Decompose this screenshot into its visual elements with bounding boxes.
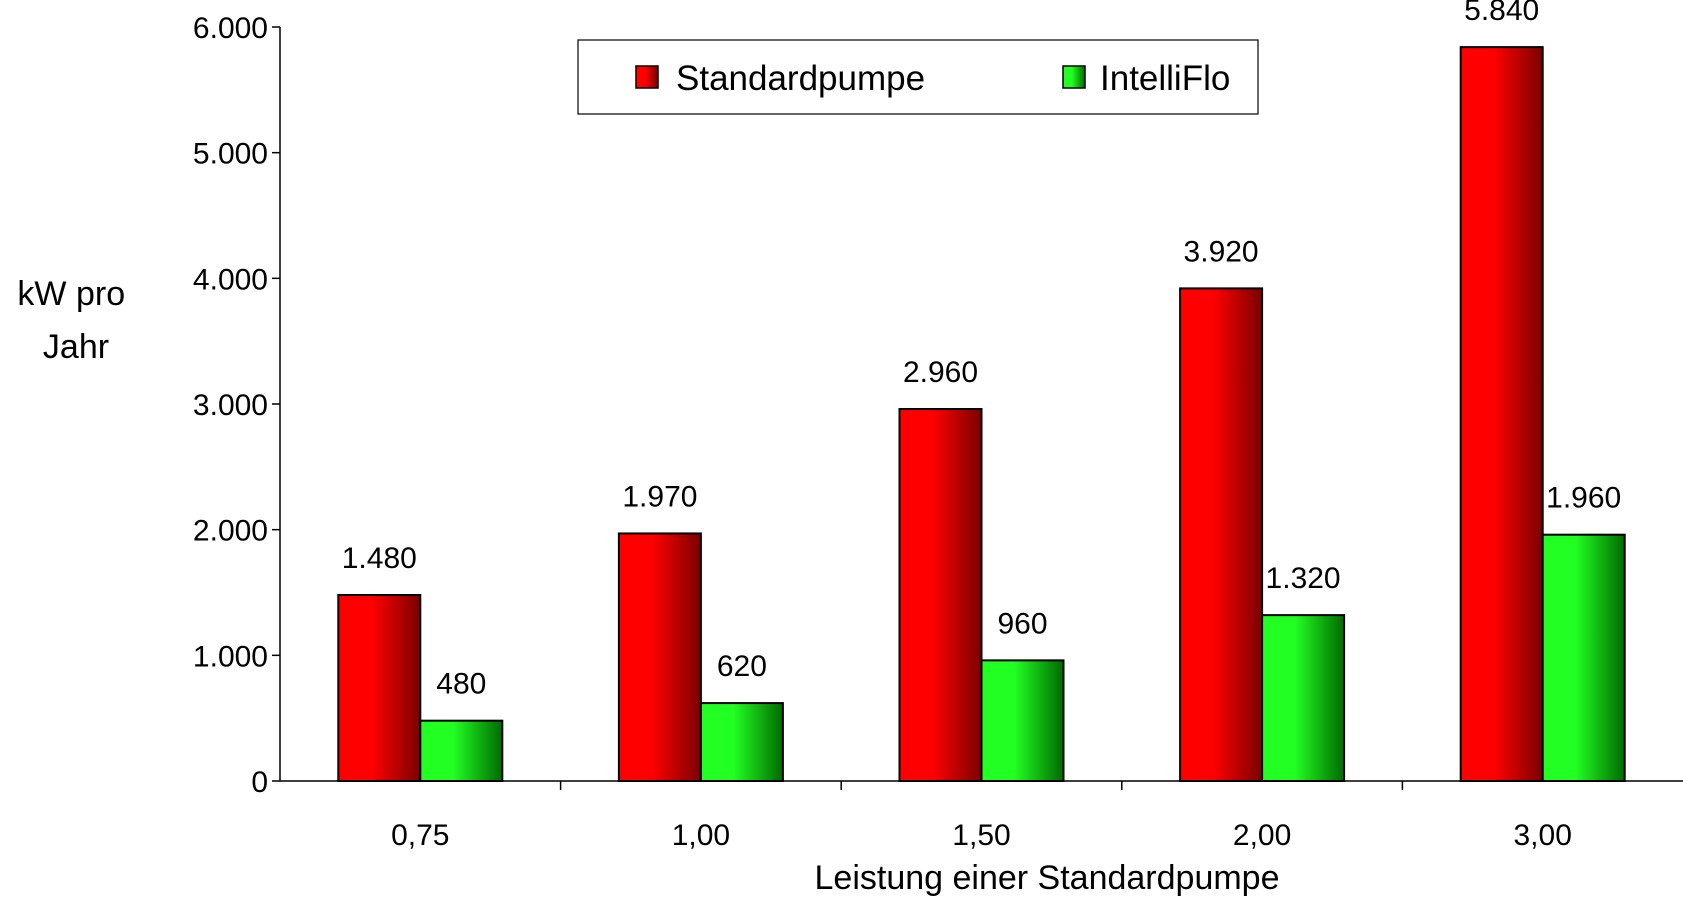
legend-box [577,39,1259,115]
legend: Standardpumpe IntelliFlo [577,39,1259,115]
x-axis-title: Leistung einer Standardpumpe [815,859,1280,897]
y-tick-label: 0 [251,766,268,799]
bars-layer [337,46,1626,783]
x-tick-label: 1,50 [952,819,1010,852]
y-tick-label: 4.000 [193,263,268,296]
bar-standardpumpe-1 [617,532,702,782]
y-tick-label: 3.000 [193,389,268,422]
x-tick-label: 3,00 [1514,819,1572,852]
data-label-standardpumpe-0: 1.480 [342,542,417,575]
y-axis-title: kW pro Jahr [17,275,134,366]
data-label-intelliflo-0: 480 [436,668,486,701]
data-label-standardpumpe-1: 1.970 [622,480,697,513]
bar-standardpumpe-4 [1459,46,1544,782]
y-axis-title-line-2: Jahr [43,328,109,366]
data-labels-layer: 1.480 1.970 2.960 3.920 5.840 480 620 960 1.320 1… [342,0,1621,701]
x-tick-label: 1,00 [672,819,730,852]
data-label-intelliflo-2: 960 [997,607,1047,640]
data-label-standardpumpe-4: 5.840 [1464,0,1539,27]
bar-standardpumpe-2 [898,408,983,782]
y-axis-title-line-1: kW pro [17,275,125,313]
legend-label-standardpumpe: Standardpumpe [676,59,925,98]
legend-swatch-intelliflo [1062,65,1086,89]
y-ticks: 0 1.000 2.000 3.000 4.000 5.000 6.000 [193,12,280,799]
legend-swatch-standardpumpe [635,65,659,89]
bar-standardpumpe-3 [1179,287,1264,782]
bar-intelliflo-3 [1261,614,1346,782]
data-label-standardpumpe-3: 3.920 [1184,235,1259,268]
y-tick-label: 1.000 [193,640,268,673]
data-label-intelliflo-3: 1.320 [1266,562,1341,595]
x-tick-label: 2,00 [1233,819,1291,852]
x-ticks: 0,75 1,00 1,50 2,00 3,00 [391,781,1572,852]
data-label-intelliflo-1: 620 [717,650,767,683]
data-label-standardpumpe-2: 2.960 [903,356,978,389]
bar-intelliflo-2 [980,659,1065,782]
bar-intelliflo-0 [419,719,504,782]
bar-intelliflo-1 [699,702,784,782]
y-tick-label: 6.000 [193,12,268,45]
y-tick-label: 2.000 [193,515,268,548]
legend-label-intelliflo: IntelliFlo [1100,59,1230,98]
x-tick-label: 0,75 [391,819,449,852]
y-tick-label: 5.000 [193,138,268,171]
data-label-intelliflo-4: 1.960 [1546,482,1621,515]
bar-standardpumpe-0 [337,594,422,782]
bar-intelliflo-4 [1541,533,1626,783]
